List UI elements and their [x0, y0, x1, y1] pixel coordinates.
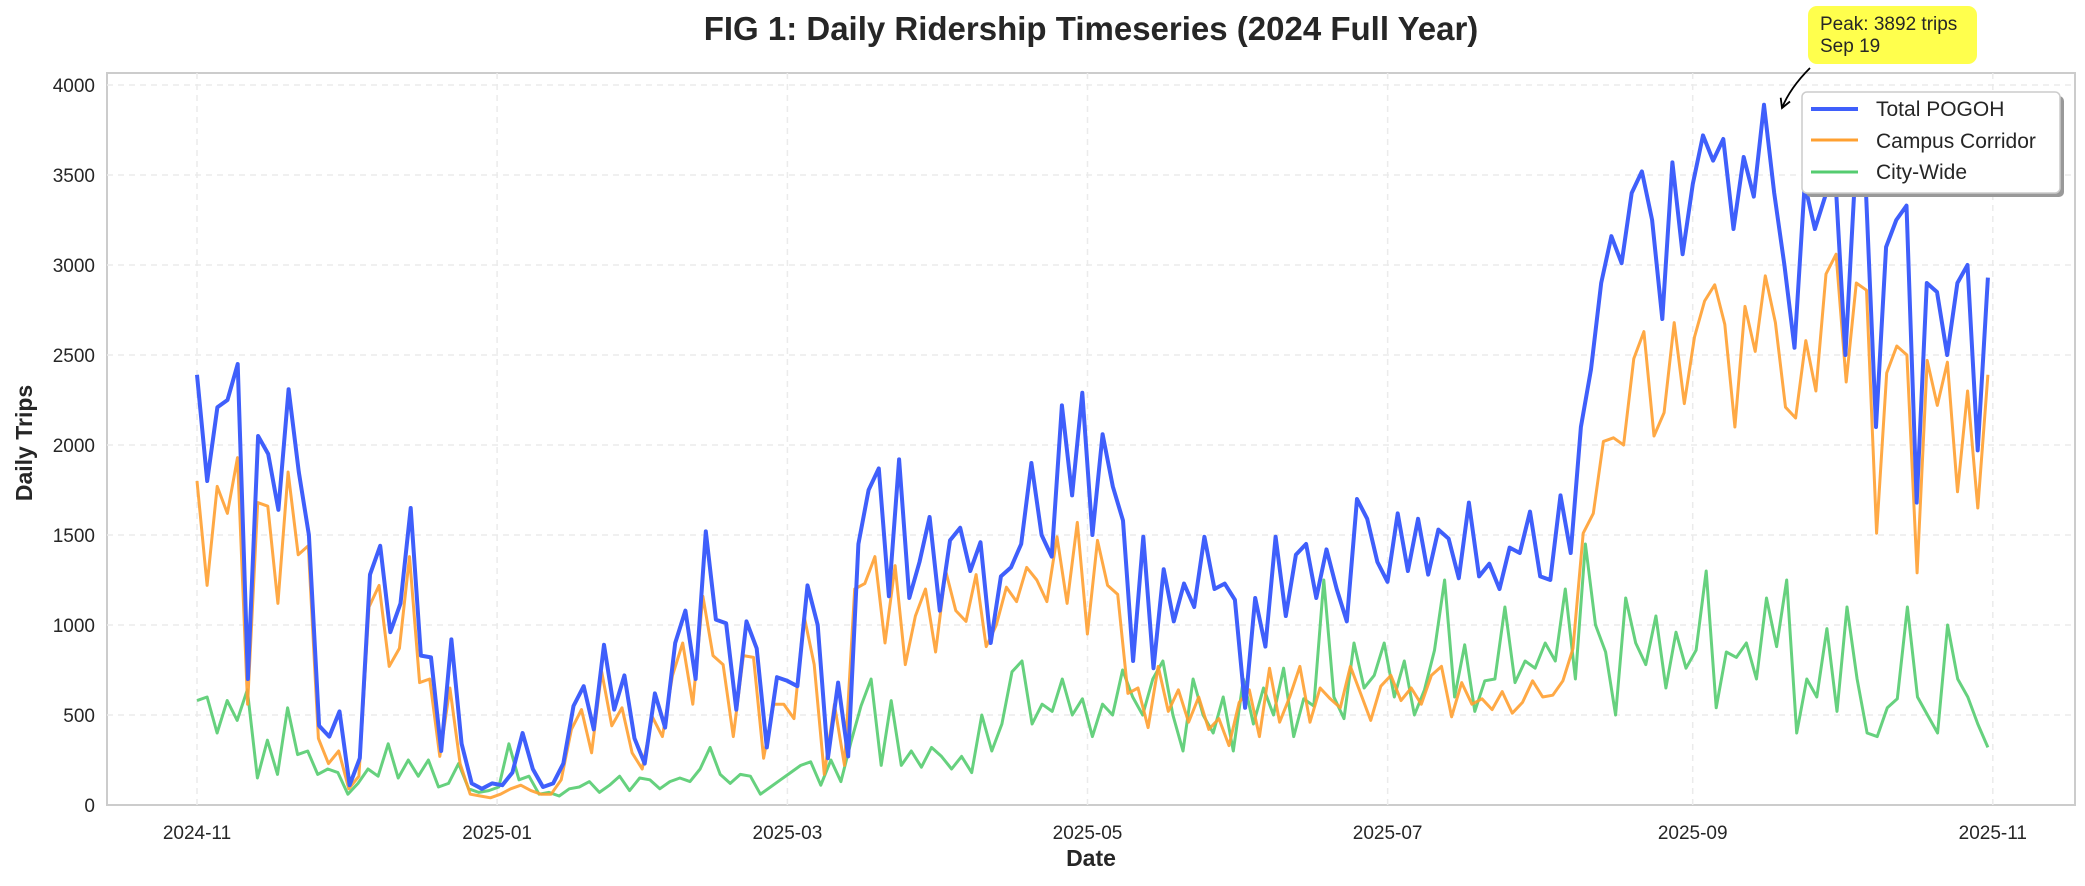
x-tick-label: 2025-11: [1959, 823, 2027, 844]
y-axis-ticks: 0 500 1000 1500 2000 2500 3000 3500 4000: [53, 76, 95, 817]
x-tick-label: 2025-05: [1053, 823, 1123, 844]
chart-title: FIG 1: Daily Ridership Timeseries (2024 …: [704, 10, 1479, 47]
y-tick-label: 2500: [53, 346, 95, 367]
annotation-line-1: Peak: 3892 trips: [1820, 14, 1957, 35]
y-tick-label: 500: [63, 706, 95, 727]
y-tick-label: 0: [84, 796, 95, 817]
series-line-city-wide: [196, 542, 1990, 798]
annotation-arrow-icon: [1779, 67, 1811, 110]
x-tick-label: 2024-11: [163, 823, 231, 844]
peak-annotation: Peak: 3892 trips Sep 19: [1779, 6, 1977, 110]
x-tick-label: 2025-03: [753, 823, 823, 844]
y-tick-label: 3500: [53, 166, 95, 187]
series-lines: [195, 102, 1990, 800]
x-tick-label: 2025-07: [1353, 823, 1423, 844]
x-axis-label: Date: [1066, 845, 1116, 871]
x-tick-label: 2025-09: [1658, 823, 1728, 844]
legend-label-campus: Campus Corridor: [1876, 130, 2036, 153]
series-line-total-pogoh: [195, 102, 1990, 791]
x-tick-label: 2025-01: [462, 823, 532, 844]
y-tick-label: 1500: [53, 526, 95, 547]
annotation-box: [1808, 6, 1977, 64]
legend: Total POGOH Campus Corridor City-Wide: [1801, 91, 2064, 197]
x-axis-ticks: 2024-11 2025-01 2025-03 2025-05 2025-07 2025-…: [163, 823, 2027, 844]
y-axis-label: Daily Trips: [11, 385, 37, 501]
y-tick-label: 1000: [53, 616, 95, 637]
y-tick-label: 2000: [53, 436, 95, 457]
legend-label-total: Total POGOH: [1876, 98, 2004, 121]
y-tick-label: 3000: [53, 256, 95, 277]
annotation-line-2: Sep 19: [1820, 36, 1880, 57]
plot-area: [106, 72, 2076, 806]
y-tick-label: 4000: [53, 76, 95, 97]
legend-box: [1801, 91, 2061, 194]
legend-label-citywide: City-Wide: [1876, 161, 1967, 184]
series-line-campus-corridor: [195, 252, 1990, 800]
